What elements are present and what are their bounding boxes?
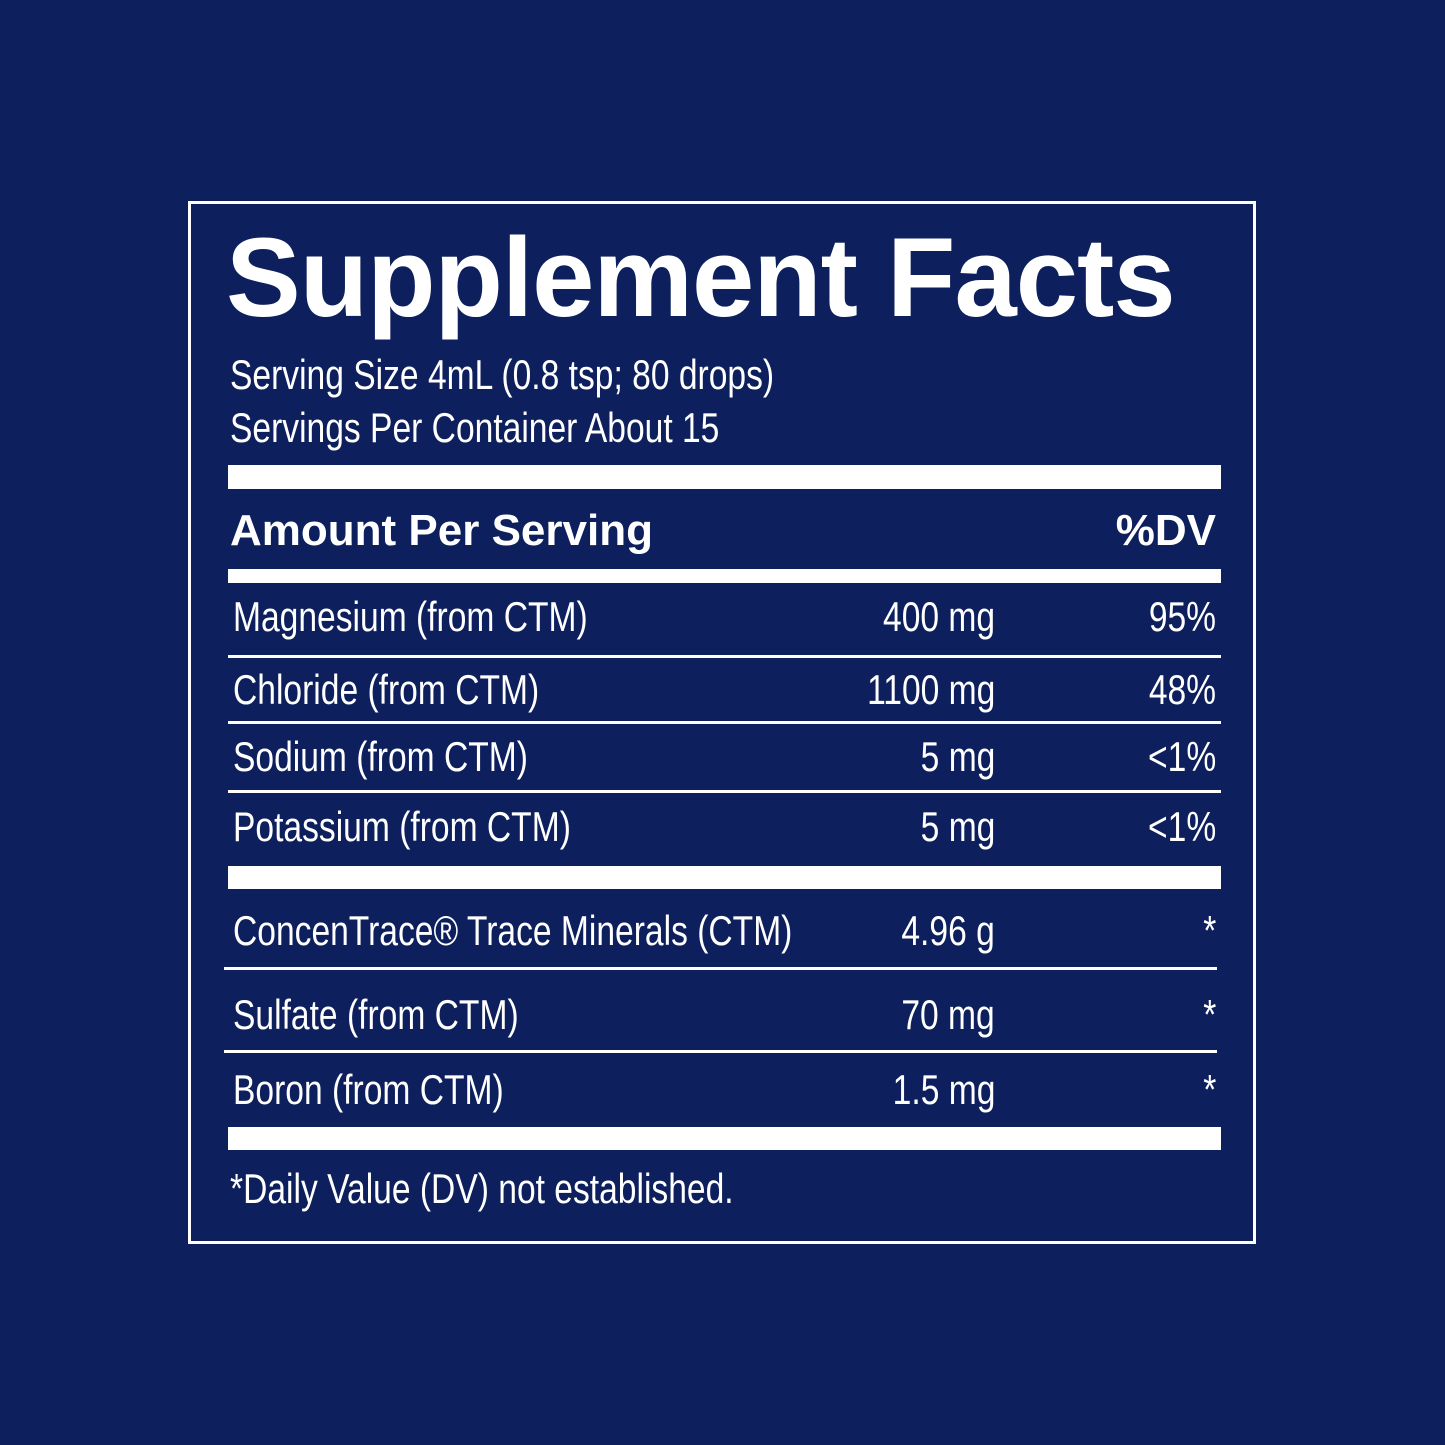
nutrient-amount: 5 mg [920, 803, 995, 850]
nutrient-amount: 400 mg [882, 593, 995, 640]
medium-rule [228, 569, 1221, 583]
nutrient-name: Magnesium (from CTM) [233, 593, 588, 640]
nutrient-name: Sodium (from CTM) [233, 733, 528, 780]
nutrient-amount: 5 mg [920, 733, 995, 780]
nutrient-dv: * [1202, 991, 1216, 1038]
nutrient-amount: 4.96 g [901, 907, 995, 954]
nutrient-amount: 1.5 mg [892, 1066, 995, 1113]
serving-size: Serving Size 4mL (0.8 tsp; 80 drops) [230, 351, 775, 398]
amount-header: Amount Per Serving [230, 506, 653, 555]
nutrient-dv: 48% [1148, 666, 1216, 713]
nutrient-name: Boron (from CTM) [233, 1066, 504, 1113]
thick-rule [228, 1127, 1221, 1150]
thin-rule [228, 790, 1221, 793]
servings-per-container: Servings Per Container About 15 [230, 404, 720, 451]
nutrient-amount: 70 mg [901, 991, 995, 1038]
nutrient-dv: <1% [1147, 733, 1216, 780]
thin-rule [224, 967, 1217, 970]
nutrient-name: Potassium (from CTM) [233, 803, 571, 850]
thin-rule [228, 655, 1221, 658]
thin-rule [228, 721, 1221, 724]
nutrient-dv: * [1202, 907, 1216, 954]
footnote: *Daily Value (DV) not established. [230, 1165, 734, 1212]
thin-rule [224, 1050, 1217, 1053]
nutrient-name: Sulfate (from CTM) [233, 991, 519, 1038]
thick-rule [228, 866, 1221, 889]
thick-rule [228, 465, 1221, 489]
dv-header: %DV [1115, 506, 1216, 555]
nutrient-dv: 95% [1148, 593, 1216, 640]
label-border [188, 201, 1256, 1244]
title: Supplement Facts [226, 215, 1176, 340]
nutrient-amount: 1100 mg [866, 666, 995, 713]
nutrient-dv: <1% [1147, 803, 1216, 850]
nutrient-name: ConcenTrace® Trace Minerals (CTM) [233, 907, 793, 954]
nutrient-dv: * [1202, 1066, 1216, 1113]
nutrient-name: Chloride (from CTM) [233, 666, 540, 713]
